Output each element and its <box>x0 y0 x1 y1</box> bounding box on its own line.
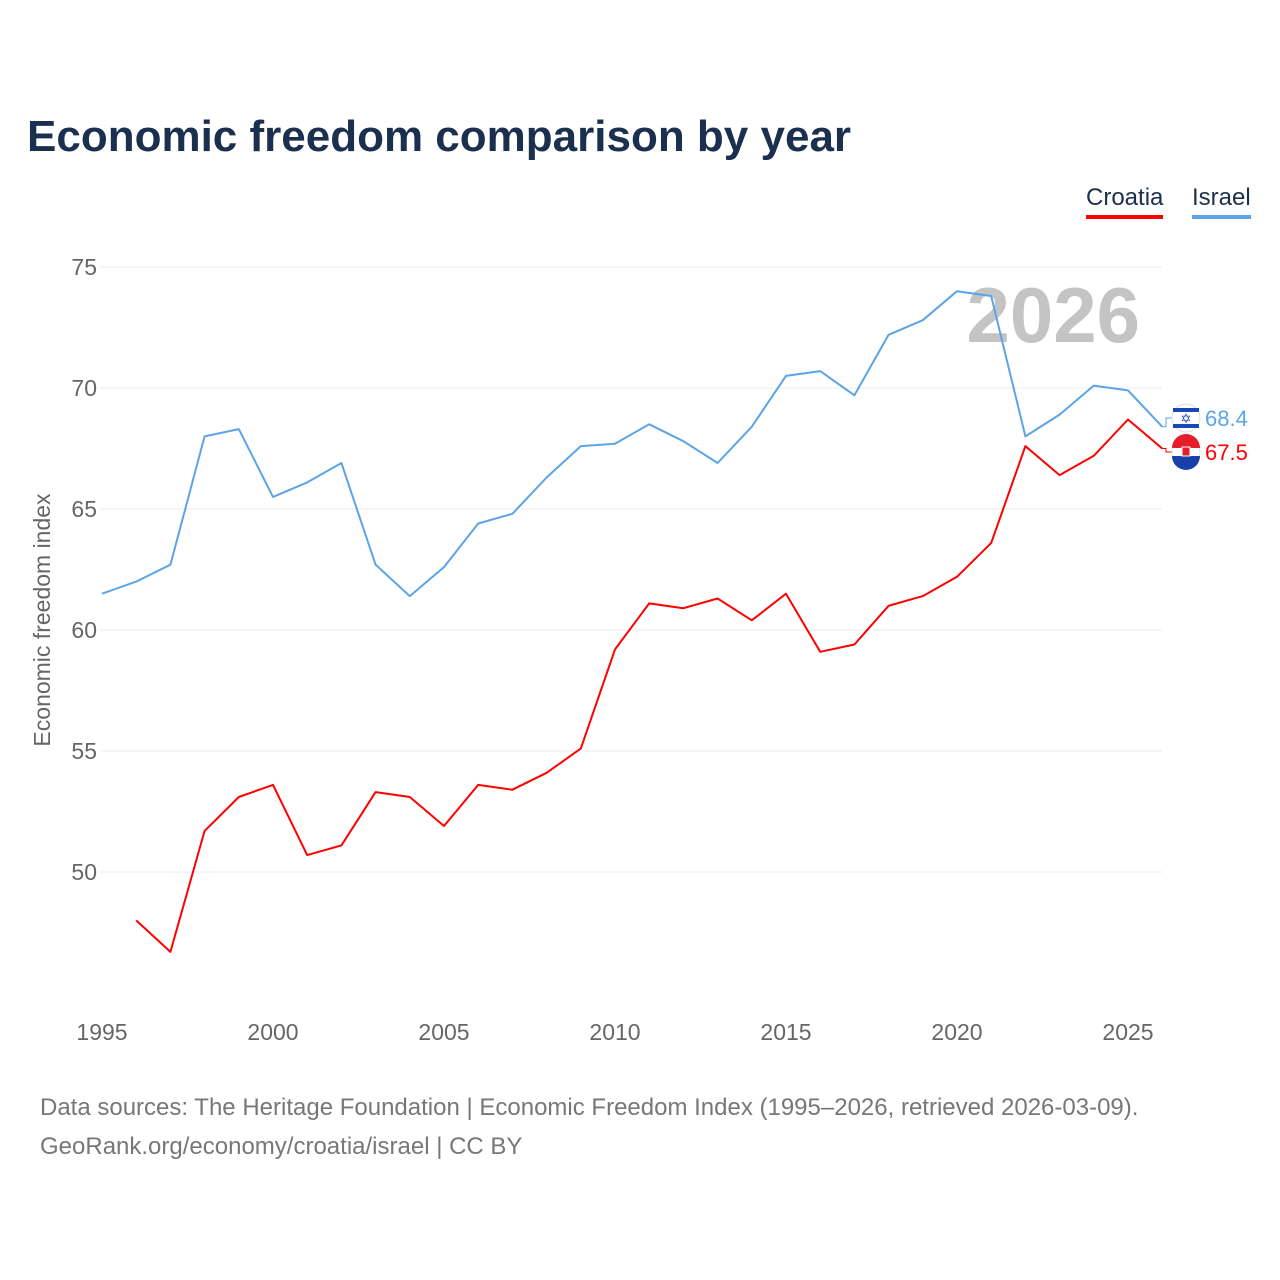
x-tick-label: 2025 <box>1102 1019 1153 1045</box>
x-tick-label: 2020 <box>931 1019 982 1045</box>
israel-flag-icon: ✡ <box>1171 403 1201 433</box>
series-line-croatia <box>135 418 1163 953</box>
x-tick-label: 1995 <box>76 1019 127 1045</box>
end-value-label: 68.4 <box>1205 406 1248 431</box>
flag-shield <box>1181 446 1191 457</box>
flag-stripe <box>1172 456 1200 470</box>
flag-stripe <box>1172 434 1200 448</box>
x-tick-label: 2010 <box>589 1019 640 1045</box>
flag-stripe <box>1173 408 1199 412</box>
legend-israel[interactable]: Israel <box>1192 184 1251 219</box>
y-tick-label: 75 <box>71 254 97 280</box>
y-tick-label: 70 <box>71 375 97 401</box>
x-tick-label: 2005 <box>418 1019 469 1045</box>
source-line-2[interactable]: GeoRank.org/economy/croatia/israel | CC … <box>40 1133 523 1160</box>
star-of-david: ✡ <box>1181 411 1192 426</box>
source-note: Data sources: The Heritage Foundation | … <box>40 1088 1138 1166</box>
end-connector <box>1162 448 1172 453</box>
x-tick-label: 2000 <box>247 1019 298 1045</box>
y-tick-label: 60 <box>71 617 97 643</box>
y-axis-label: Economic freedom index <box>29 493 55 747</box>
flag-stripe <box>1173 424 1199 428</box>
croatia-flag-icon <box>1171 434 1201 470</box>
x-tick-label: 2015 <box>760 1019 811 1045</box>
y-tick-label: 55 <box>71 738 97 764</box>
legend-croatia[interactable]: Croatia <box>1086 184 1164 219</box>
chart-title: Economic freedom comparison by year <box>27 112 852 161</box>
y-tick-label: 50 <box>71 859 97 885</box>
end-value-label: 67.5 <box>1205 440 1248 465</box>
source-line-1: Data sources: The Heritage Foundation | … <box>40 1094 1139 1121</box>
series-line-israel <box>101 290 1163 598</box>
year-watermark: 2026 <box>966 271 1140 359</box>
end-connector <box>1162 417 1172 428</box>
y-tick-label: 65 <box>71 496 97 522</box>
